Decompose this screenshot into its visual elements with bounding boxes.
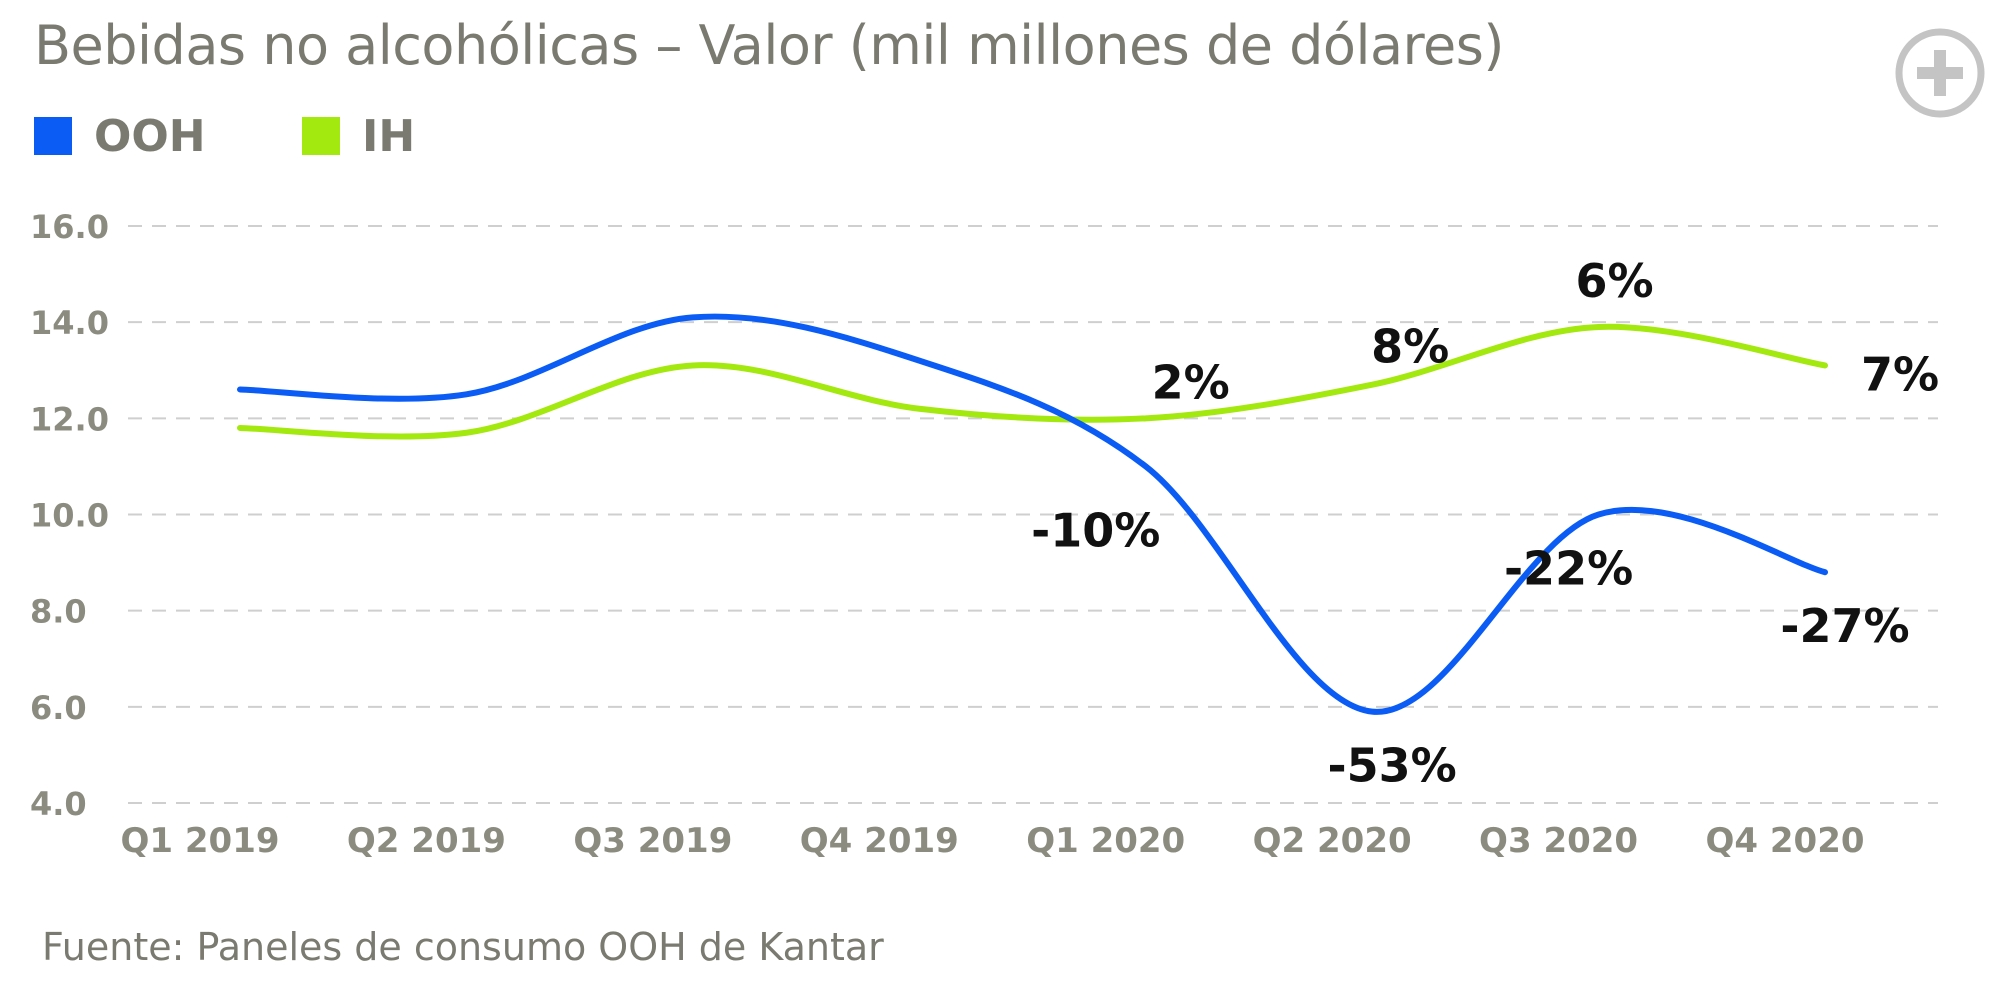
legend-swatch-ooh [34, 117, 72, 155]
data-label-ooh: -53% [1328, 739, 1457, 793]
x-axis-ticks: Q1 2019 Q2 2019 Q3 2019 Q4 2019 Q1 2020 Q2 20… [120, 821, 1864, 861]
gridlines [128, 225, 1938, 804]
x-tick-label: Q4 2019 [800, 821, 959, 861]
expand-button[interactable] [1893, 26, 1987, 120]
x-tick-label: Q1 2019 [120, 821, 279, 861]
source-note: Fuente: Paneles de consumo OOH de Kantar [42, 925, 884, 969]
x-tick-label: Q2 2019 [347, 821, 506, 861]
x-tick-label: Q3 2020 [1479, 821, 1638, 861]
data-label-ooh: -22% [1504, 542, 1633, 596]
legend-item-ooh: OOH [34, 108, 206, 164]
y-tick-label: 6.0 [30, 689, 87, 727]
series-line-ooh [237, 313, 1828, 715]
y-tick-label: 10.0 [30, 497, 109, 535]
data-label-ih: 6% [1576, 254, 1654, 308]
data-label-ooh: -10% [1031, 503, 1160, 557]
legend-item-ih: IH [302, 108, 415, 164]
x-tick-label: Q3 2019 [573, 821, 732, 861]
x-tick-label: Q1 2020 [1026, 821, 1185, 861]
y-tick-label: 12.0 [30, 400, 109, 438]
x-tick-label: Q4 2020 [1705, 821, 1864, 861]
plus-circle-icon [1895, 28, 1985, 118]
legend-swatch-ih [302, 117, 340, 155]
data-label-ih: 8% [1371, 320, 1449, 374]
y-tick-label: 16.0 [30, 208, 109, 246]
series-line-ih [237, 323, 1828, 440]
data-labels: -10% -53% -22% -27% 2% 8% 6% 7% [1031, 254, 1939, 793]
y-tick-label: 14.0 [30, 304, 109, 342]
y-axis-ticks: 4.0 6.0 8.0 10.0 12.0 14.0 16.0 [30, 208, 109, 823]
data-label-ih: 2% [1152, 355, 1230, 409]
chart-title: Bebidas no alcohólicas – Valor (mil mill… [34, 14, 1504, 77]
x-tick-label: Q2 2020 [1253, 821, 1412, 861]
y-tick-label: 8.0 [30, 593, 87, 631]
legend-label-ih: IH [362, 110, 416, 162]
series-lines [237, 313, 1828, 715]
data-label-ooh: -27% [1780, 599, 1909, 653]
y-tick-label: 4.0 [30, 785, 87, 823]
legend-label-ooh: OOH [94, 110, 206, 162]
data-label-ih: 7% [1861, 347, 1939, 401]
